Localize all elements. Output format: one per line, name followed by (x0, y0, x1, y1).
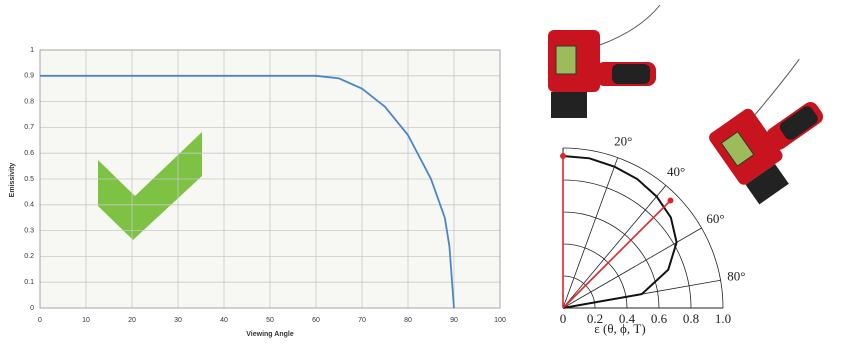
grid-line (562, 157, 619, 309)
arrow (562, 199, 672, 309)
r-tick-label: 0.6 (651, 311, 668, 326)
x-axis-title: Viewing Angle (246, 331, 294, 338)
x-tick-label: 40 (220, 317, 228, 324)
x-tick-label: 80 (404, 317, 412, 324)
grid-line (562, 227, 702, 309)
x-tick-label: 20 (128, 317, 136, 324)
y-tick-label: 0.3 (24, 227, 34, 234)
y-tick-label: 0.7 (24, 124, 34, 131)
grid-line (562, 185, 667, 309)
check-mark (98, 132, 202, 240)
arrow-head (560, 153, 566, 159)
angle-label: 60° (706, 211, 724, 226)
x-tick-label: 60 (312, 317, 320, 324)
angle-label: 40° (667, 164, 685, 179)
x-tick-label: 50 (266, 317, 274, 324)
r-tick-label: 0 (560, 311, 567, 326)
r-tick-label: 0.8 (683, 311, 699, 326)
plot-border (39, 49, 501, 309)
emissivity-curve (562, 155, 678, 309)
x-tick-label: 100 (494, 317, 506, 324)
arrow-head (667, 197, 674, 204)
y-tick-label: 0 (30, 305, 34, 312)
x-tick-label: 0 (38, 317, 42, 324)
y-tick-label: 0.5 (24, 176, 34, 183)
pyrometer (548, 4, 661, 118)
x-tick-label: 10 (82, 317, 90, 324)
y-tick-label: 0.6 (24, 150, 34, 157)
y-axis-title: Emissivity (9, 163, 16, 198)
y-tick-label: 0.8 (24, 98, 34, 105)
y-tick-label: 1 (30, 47, 34, 54)
y-tick-label: 0.9 (24, 73, 34, 80)
angle-label: 80° (727, 268, 745, 283)
x-tick-label: 90 (450, 317, 458, 324)
r-tick-label: 1.0 (715, 311, 731, 326)
line (40, 74, 455, 309)
angle-label: 20° (614, 134, 632, 149)
r-tick-label: 0.2 (587, 311, 603, 326)
y-tick-label: 0.2 (24, 253, 34, 260)
pyrometer (709, 58, 824, 205)
grid-arc (562, 147, 724, 309)
y-tick-label: 0.1 (24, 279, 34, 286)
r-tick-label: 0.4 (619, 311, 636, 326)
y-tick-label: 0.4 (24, 202, 34, 209)
x-axis-title: ε (θ, ϕ, T) (594, 321, 645, 336)
x-tick-label: 30 (174, 317, 182, 324)
x-tick-label: 70 (358, 317, 366, 324)
